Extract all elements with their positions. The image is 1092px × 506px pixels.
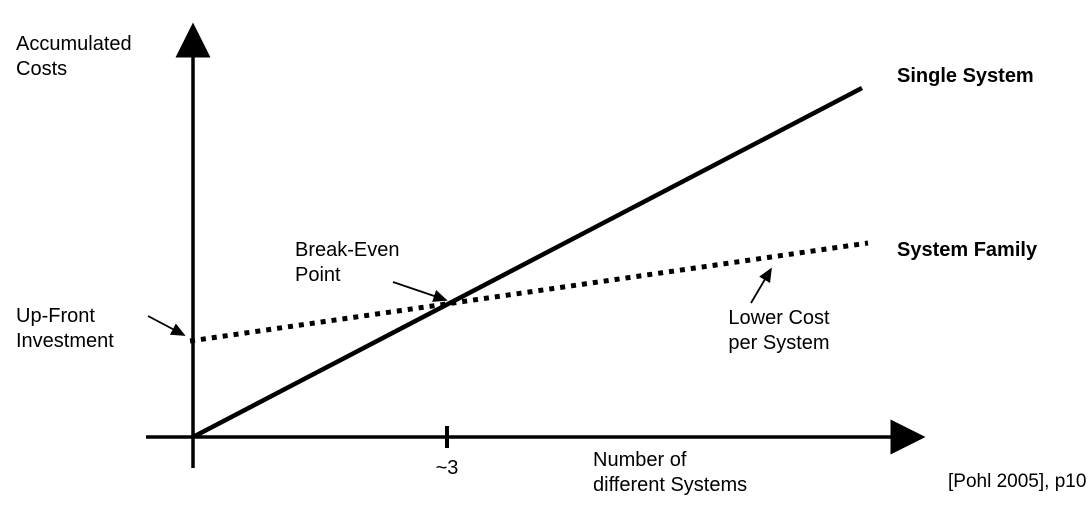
- x-axis-label: Number of different Systems: [593, 449, 748, 496]
- break-even-label: Break-Even Point: [295, 239, 400, 286]
- single-system-label: Single System: [897, 65, 1034, 87]
- y-axis-label: Accumulated Costs: [16, 33, 132, 80]
- x-tick-label: ~3: [435, 457, 459, 479]
- citation: [Pohl 2005], p10: [948, 471, 1087, 492]
- system-family-label: System Family: [897, 239, 1038, 261]
- single-system-line: [191, 86, 864, 439]
- lower-cost-label: Lower Cost per System: [728, 307, 830, 354]
- up-front-arrow: [147, 315, 186, 336]
- system-family-line: [189, 240, 869, 344]
- lower-cost-arrow: [750, 267, 772, 304]
- break-even-arrow: [392, 281, 448, 302]
- up-front-investment-label: Up-Front Investment: [16, 305, 114, 352]
